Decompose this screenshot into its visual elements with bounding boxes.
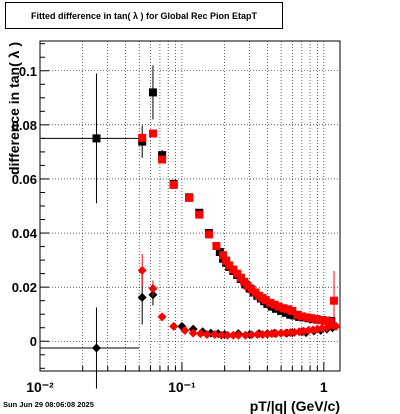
data-point-square — [204, 230, 213, 239]
data-point-diamond — [271, 329, 281, 339]
data-point-diamond — [169, 321, 179, 331]
data-point-square — [225, 261, 234, 270]
data-point-diamond — [202, 329, 212, 339]
data-point-square — [212, 242, 221, 251]
data-point-square — [307, 314, 316, 323]
data-point-square — [219, 251, 228, 260]
data-point-square — [293, 310, 302, 319]
data-point-diamond — [258, 329, 268, 339]
x-tick-label: 1 — [320, 379, 328, 395]
data-point-diamond — [210, 329, 220, 339]
data-point-square — [185, 193, 194, 202]
data-point-diamond — [331, 321, 341, 331]
plot-area — [40, 41, 340, 371]
timestamp-footer: Sun Jun 29 08:06:08 2025 — [3, 400, 94, 409]
data-point-square — [236, 273, 245, 282]
y-tick-label: 0.1 — [19, 64, 37, 79]
y-tick-label: 0.06 — [12, 172, 37, 187]
data-point-square — [288, 306, 297, 315]
data-point-square — [279, 304, 288, 313]
data-point-diamond — [188, 328, 198, 338]
data-point-diamond — [148, 284, 158, 293]
data-point-diamond — [240, 330, 250, 340]
data-point-diamond — [228, 330, 238, 340]
data-point-square — [261, 296, 270, 305]
data-point-diamond — [276, 328, 286, 338]
data-point-diamond — [91, 343, 101, 353]
data-point-square — [321, 316, 330, 325]
data-point-diamond — [180, 325, 190, 335]
data-point-square — [169, 180, 178, 189]
data-point-square — [297, 312, 306, 321]
data-point-square — [158, 155, 167, 164]
data-point-square — [233, 269, 242, 278]
data-point-square — [148, 129, 157, 138]
data-point-square — [148, 88, 157, 97]
data-point-diamond — [137, 265, 147, 275]
data-point-square — [311, 315, 320, 324]
data-point-square — [92, 134, 101, 143]
data-point-square — [284, 305, 293, 314]
y-tick-label: 0 — [30, 334, 37, 349]
data-point-diamond — [216, 330, 226, 340]
data-point-square — [316, 316, 325, 325]
data-point-square — [243, 281, 252, 290]
data-point-square — [302, 313, 311, 322]
data-point-diamond — [195, 329, 205, 339]
y-tick-label: 0.02 — [12, 280, 37, 295]
data-point-diamond — [157, 312, 167, 322]
title-box: Fitted difference in tan( λ ) for Global… — [5, 2, 283, 29]
y-tick-label: 0.08 — [12, 118, 37, 133]
x-axis-label: pT/|q| (GeV/c) — [250, 398, 340, 414]
data-point-square — [330, 296, 339, 305]
x-tick-label: 10⁻¹ — [168, 379, 196, 395]
x-tick-label: 10⁻² — [26, 379, 54, 395]
data-point-square — [325, 317, 334, 326]
data-point-square — [195, 210, 204, 219]
y-axis-label: difference in tan( λ ) — [6, 42, 22, 175]
chart-title: Fitted difference in tan( λ ) for Global… — [30, 11, 258, 21]
data-point-diamond — [233, 330, 243, 340]
data-point-square — [222, 256, 231, 265]
data-point-square — [158, 151, 167, 160]
data-point-diamond — [252, 329, 262, 339]
data-point-diamond — [223, 330, 233, 340]
data-point-square — [266, 298, 275, 307]
y-tick-label: 0.04 — [12, 226, 38, 241]
data-point-square — [138, 133, 147, 142]
data-point-square — [229, 265, 238, 274]
data-point-diamond — [247, 330, 257, 340]
data-point-square — [274, 302, 283, 311]
data-point-square — [240, 277, 249, 286]
data-point-diamond — [137, 292, 147, 302]
